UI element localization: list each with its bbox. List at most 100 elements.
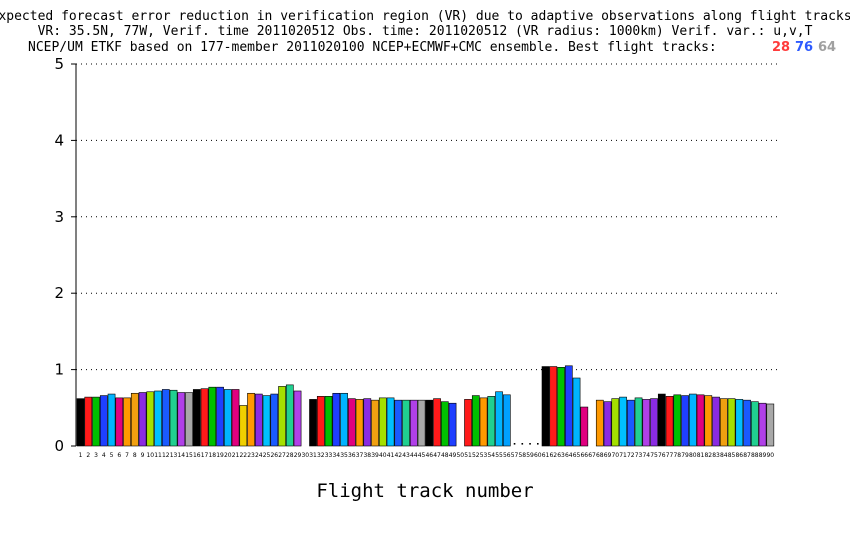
- bar-track-74: [642, 399, 651, 447]
- x-tick-label: 22: [239, 452, 247, 459]
- x-tick-label: 68: [596, 452, 604, 459]
- bar-track-23: [247, 392, 255, 447]
- x-tick-label: 9: [141, 452, 145, 459]
- y-tick-label: 0: [54, 437, 64, 455]
- bar-track-17: [200, 388, 209, 447]
- bar-track-55: [495, 391, 503, 447]
- x-tick-label: 18: [208, 452, 216, 459]
- x-tick-label: 89: [759, 452, 767, 459]
- missing-track-markers: [513, 443, 539, 445]
- x-tick-label: 36: [348, 452, 356, 459]
- best-track-1: 28: [772, 40, 790, 55]
- x-tick-label: 48: [441, 452, 449, 459]
- bar-track-29: [293, 390, 302, 447]
- bar-track-22: [239, 405, 248, 447]
- bar-track-90: [766, 403, 775, 447]
- missing-track-dot: [529, 443, 531, 445]
- bar-track-5: [107, 393, 116, 447]
- chart-title-line3: NCEP/UM ETKF based on 177-member 2011020…: [28, 40, 717, 55]
- x-tick-label: 44: [410, 452, 418, 459]
- bar-track-38: [363, 398, 372, 447]
- x-tick-label: 31: [309, 452, 317, 459]
- x-tick-label: 32: [317, 452, 325, 459]
- x-tick-label: 14: [177, 452, 185, 459]
- x-tick-label: 76: [658, 452, 666, 459]
- bar-track-45: [417, 399, 426, 447]
- x-tick-label: 66: [580, 452, 588, 459]
- x-tick-label: 40: [379, 452, 387, 459]
- bar-track-13: [169, 389, 178, 447]
- bars: [76, 365, 775, 447]
- missing-track-dot: [537, 443, 539, 445]
- x-tick-label: 79: [681, 452, 689, 459]
- x-tick-label: 17: [201, 452, 209, 459]
- bar-track-24: [254, 393, 263, 447]
- x-tick-label: 30: [301, 452, 309, 459]
- bar-track-89: [758, 402, 767, 447]
- x-tick-label: 11: [154, 452, 162, 459]
- x-tick-label: 88: [751, 452, 759, 459]
- x-tick-label: 53: [480, 452, 488, 459]
- bar-track-70: [611, 398, 620, 447]
- x-tick-label: 28: [286, 452, 294, 459]
- bar-track-63: [557, 367, 565, 447]
- bar-track-76: [657, 393, 666, 447]
- bar-track-49: [448, 402, 457, 447]
- bar-track-42: [394, 399, 403, 447]
- x-tick-label: 26: [270, 452, 278, 459]
- x-tick-label: 42: [394, 452, 402, 459]
- missing-track-dot: [521, 443, 524, 445]
- x-tick-label: 83: [712, 452, 720, 459]
- x-tick-label: 51: [464, 452, 472, 459]
- bar-track-15: [185, 392, 193, 447]
- chart-title-line2: VR: 35.5N, 77W, Verif. time 2011020512 O…: [38, 24, 813, 39]
- x-tick-label: 33: [325, 452, 333, 459]
- bar-track-39: [371, 399, 379, 447]
- y-tick-label: 2: [54, 284, 64, 302]
- bar-track-10: [146, 391, 155, 447]
- x-tick-label: 72: [627, 452, 635, 459]
- x-tick-labels: 1 2 3 4 5 6 7 8 9 10 11 12 13 14 15 16 17 18 19 20 21 22 23 24 2…: [79, 452, 775, 459]
- bar-track-87: [743, 399, 751, 447]
- y-tick-label: 3: [54, 208, 64, 226]
- bar-track-43: [402, 399, 410, 447]
- x-tick-label: 41: [387, 452, 395, 459]
- bar-track-21: [231, 389, 240, 447]
- x-tick-label: 37: [356, 452, 364, 459]
- y-tick-label: 5: [54, 55, 64, 73]
- x-tick-label: 49: [449, 452, 457, 459]
- bar-track-47: [433, 398, 441, 447]
- bar-track-41: [386, 397, 395, 447]
- x-tick-label: 5: [110, 452, 114, 459]
- x-tick-label: 10: [146, 452, 154, 459]
- x-tick-label: 47: [433, 452, 441, 459]
- x-tick-label: 25: [263, 452, 271, 459]
- bar-track-85: [727, 398, 736, 447]
- x-tick-label: 67: [588, 452, 596, 459]
- x-tick-label: 62: [549, 452, 557, 459]
- bar-track-40: [378, 397, 387, 447]
- x-tick-label: 3: [94, 452, 98, 459]
- x-tick-label: 73: [635, 452, 643, 459]
- x-tick-label: 6: [117, 452, 121, 459]
- y-tick-label: 1: [54, 361, 64, 379]
- bar-track-44: [409, 399, 418, 447]
- x-tick-label: 20: [224, 452, 232, 459]
- bar-track-16: [192, 389, 201, 447]
- bar-track-32: [316, 396, 325, 447]
- bar-track-69: [603, 401, 612, 447]
- x-tick-label: 4: [102, 452, 106, 459]
- x-tick-label: 55: [495, 452, 503, 459]
- x-tick-label: 45: [418, 452, 426, 459]
- x-tick-label: 2: [86, 452, 90, 459]
- bar-track-64: [564, 365, 573, 447]
- x-tick-label: 39: [371, 452, 379, 459]
- bar-track-81: [696, 394, 705, 447]
- bar-track-20: [223, 389, 232, 447]
- x-tick-label: 70: [611, 452, 619, 459]
- x-tick-label: 7: [125, 452, 129, 459]
- x-tick-label: 8: [133, 452, 137, 459]
- x-tick-label: 81: [697, 452, 705, 459]
- x-tick-label: 71: [619, 452, 627, 459]
- bar-track-66: [580, 406, 589, 447]
